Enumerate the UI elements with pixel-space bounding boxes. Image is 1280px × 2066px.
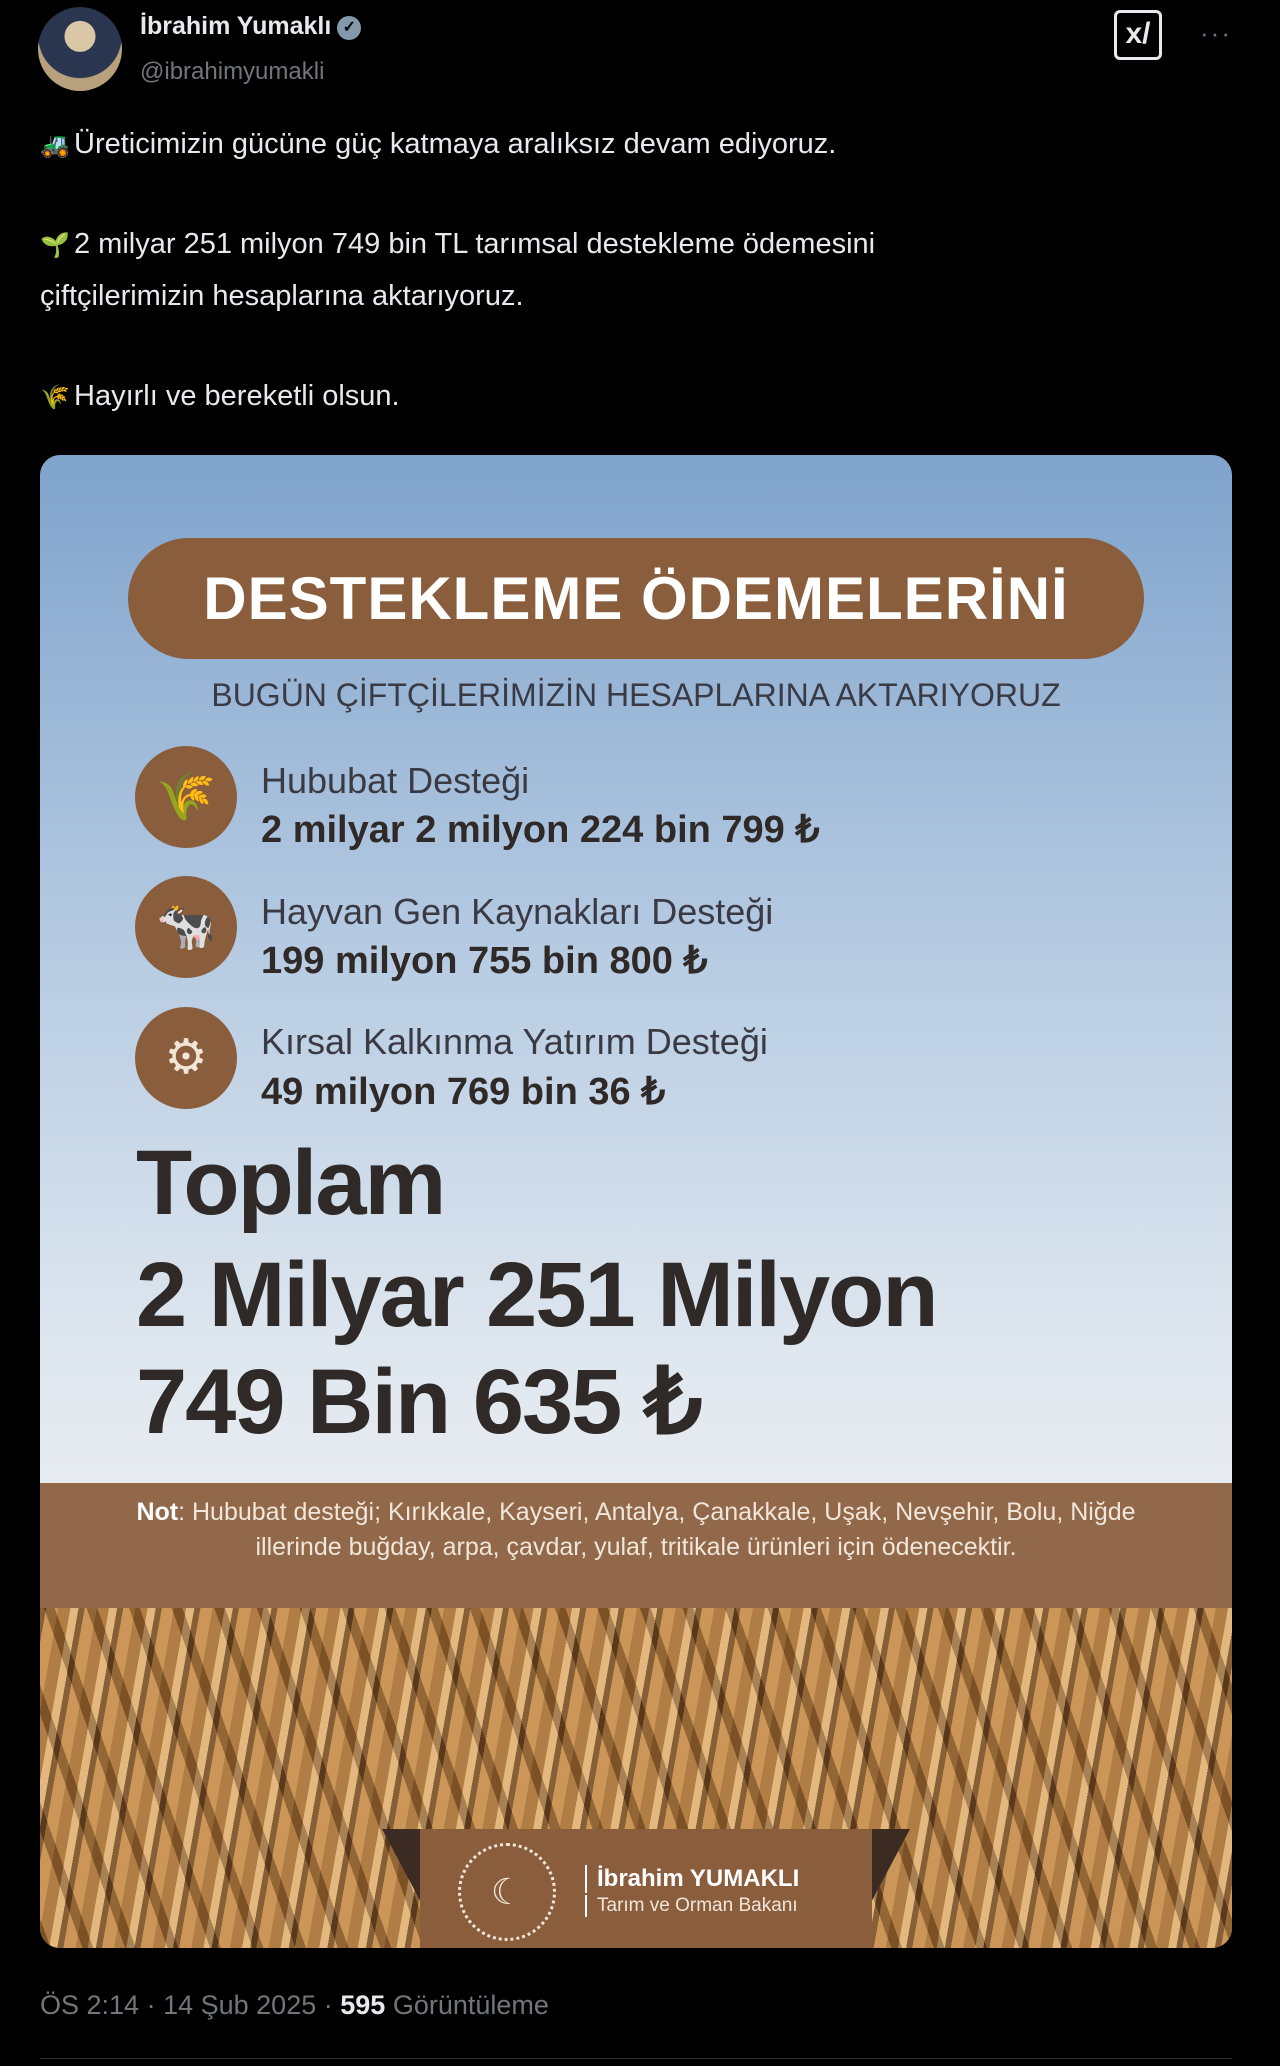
views-label: Görüntüleme bbox=[392, 1990, 549, 2020]
total-line-1: 2 Milyar 251 Milyon bbox=[136, 1244, 939, 1346]
signature-name: İbrahim YUMAKLI bbox=[585, 1865, 799, 1893]
avatar[interactable] bbox=[38, 7, 122, 91]
note-text: : Hububat desteği; Kırıkkale, Kayseri, A… bbox=[178, 1498, 1136, 1561]
tweet-text: Üreticimizin gücüne güç katmaya aralıksı… bbox=[74, 128, 837, 160]
tweet-line: 🌾 Hayırlı ve bereketli olsun. bbox=[40, 380, 400, 413]
total-label: Toplam bbox=[136, 1132, 446, 1234]
separator: · bbox=[323, 1990, 333, 2020]
support-amount: 2 milyar 2 milyon 224 bin 799 ₺ bbox=[261, 809, 820, 851]
view-count: 595 bbox=[340, 1990, 386, 2020]
author-handle[interactable]: @ibrahimyumakli bbox=[140, 58, 325, 85]
support-label: Hayvan Gen Kaynakları Desteği bbox=[261, 891, 774, 932]
support-amount: 49 milyon 769 bin 36 ₺ bbox=[261, 1071, 666, 1113]
tweet-meta: ÖS 2:14 · 14 Şub 2025 · 595 Görüntüleme bbox=[40, 1990, 549, 2021]
infographic-subtitle: BUGÜN ÇİFTÇİLERİMİZİN HESAPLARINA AKTARI… bbox=[211, 677, 1061, 713]
support-label: Hububat Desteği bbox=[261, 760, 530, 801]
author-name-text: İbrahim Yumaklı bbox=[140, 12, 332, 40]
ministry-seal-icon: ☾ bbox=[458, 1843, 556, 1941]
divider bbox=[40, 2058, 1232, 2059]
tweet-line: 🚜 Üreticimizin gücüne güç katmaya aralıks… bbox=[40, 128, 836, 161]
note-band: Not: Hububat desteği; Kırıkkale, Kayseri… bbox=[40, 1483, 1232, 1608]
tweet-text: çiftçilerimizin hesaplarına aktarıyoruz. bbox=[40, 280, 524, 312]
signature-title: Tarım ve Orman Bakanı bbox=[585, 1895, 798, 1917]
support-amount: 199 milyon 755 bin 800 ₺ bbox=[261, 940, 708, 982]
cow-dna-icon: 🐄 bbox=[135, 876, 237, 978]
separator: · bbox=[146, 1990, 156, 2020]
tractor-icon: 🚜 bbox=[40, 132, 70, 159]
tweet-line: çiftçilerimizin hesaplarına aktarıyoruz. bbox=[40, 280, 524, 313]
total-line-2: 749 Bin 635 ₺ bbox=[136, 1351, 702, 1453]
seedling-icon: 🌱 bbox=[40, 232, 70, 259]
wheat-icon: 🌾 bbox=[135, 746, 237, 848]
tweet-text: 2 milyar 251 milyon 749 bin TL tarımsal … bbox=[74, 228, 876, 260]
sheaf-of-rice-icon: 🌾 bbox=[40, 384, 70, 411]
gear-sprout-icon: ⚙ bbox=[135, 1007, 237, 1109]
verified-badge-icon: ✓ bbox=[337, 16, 362, 40]
tweet-line: 🌱 2 milyar 251 milyon 749 bin TL tarımsal… bbox=[40, 228, 875, 261]
tweet-text: Hayırlı ve bereketli olsun. bbox=[74, 380, 400, 412]
tweet-date[interactable]: 14 Şub 2025 bbox=[163, 1990, 317, 2020]
support-label: Kırsal Kalkınma Yatırım Desteği bbox=[261, 1021, 768, 1062]
x-ai-icon[interactable]: x/ bbox=[1114, 10, 1162, 60]
tweet-time[interactable]: ÖS 2:14 bbox=[40, 1990, 140, 2020]
note-label: Not bbox=[136, 1498, 179, 1526]
infographic-image[interactable]: DESTEKLEME ÖDEMELERİNİ BUGÜN ÇİFTÇİLERİM… bbox=[40, 455, 1232, 1948]
more-dots-icon[interactable]: ··· bbox=[1200, 18, 1232, 48]
infographic-title: DESTEKLEME ÖDEMELERİNİ bbox=[128, 538, 1144, 659]
author-name[interactable]: İbrahim Yumaklı ✓ bbox=[140, 12, 362, 41]
